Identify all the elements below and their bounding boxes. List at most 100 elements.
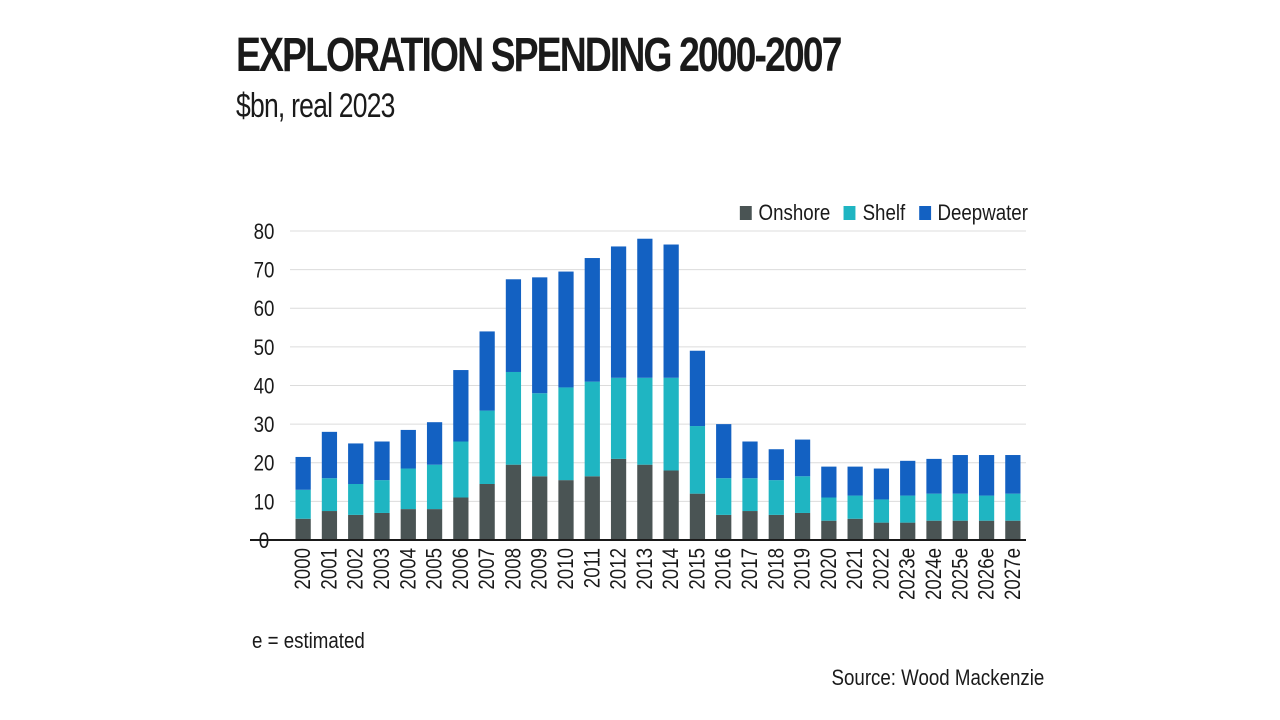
bar-shelf-2020 [821,497,837,521]
legend-label-onshore: Onshore [758,200,831,225]
chart-title: EXPLORATION SPENDING 2000-2007 [236,29,842,82]
bar-onshore-2019 [794,512,811,540]
x-tick-label: 2008 [502,548,526,590]
x-tick-label: 2002 [344,548,368,590]
bar-deepwater-2016 [716,424,732,479]
bar-shelf-2022 [873,499,890,523]
bar-onshore-2010 [558,480,574,540]
bar-shelf-2006 [453,441,469,498]
bar-deepwater-2022 [873,468,890,500]
bar-onshore-2005 [426,509,443,540]
bar-onshore-2021 [847,518,863,540]
bar-onshore-2015 [689,493,706,540]
legend-swatch-shelf [843,206,856,220]
x-tick-label: 2009 [528,548,552,590]
bar-deepwater-2021 [847,466,863,496]
x-tick-label: 2020 [818,548,842,590]
bar-deepwater-2013 [637,238,653,378]
bar-deepwater-2026e [978,455,995,496]
bar-onshore-2013 [637,464,653,540]
bar-deepwater-2002 [348,443,364,484]
bar-onshore-2011 [584,476,600,540]
bar-shelf-2017 [742,478,758,512]
bar-onshore-2008 [505,464,522,540]
x-tick-label: 2018 [765,548,789,590]
legend-item-onshore: Onshore [739,200,831,226]
y-tick-label: 50 [254,337,275,361]
bar-onshore-2027e [1005,520,1021,540]
x-tick-label: 2024e [923,548,947,600]
bar-deepwater-2010 [558,271,574,388]
bar-shelf-2005 [426,464,443,510]
x-tick-label: 2027e [1002,548,1026,600]
bar-deepwater-2011 [584,258,600,382]
bar-shelf-2009 [532,393,548,477]
bar-onshore-2016 [716,514,732,540]
y-tick-label: 40 [254,375,275,399]
bar-deepwater-2003 [374,441,390,481]
y-tick-label: 70 [254,259,275,283]
x-tick-label: 2000 [292,548,316,590]
bar-deepwater-2005 [426,422,443,465]
bar-shelf-2004 [400,468,416,510]
bar-onshore-2024e [926,520,942,540]
bar-deepwater-2018 [768,449,784,481]
x-tick-label: 2015 [686,548,710,590]
y-tick-label: 80 [254,221,275,245]
bar-deepwater-2012 [610,246,627,378]
y-tick-label: 20 [254,452,275,476]
x-tick-label: 2019 [791,548,815,590]
bar-shelf-2026e [978,495,995,521]
x-tick-label: 2013 [634,548,658,590]
bar-shelf-2015 [689,426,706,494]
bar-onshore-2001 [321,511,338,540]
bar-deepwater-2019 [794,439,811,477]
legend-label-shelf: Shelf [862,200,906,225]
bar-onshore-2006 [453,497,469,540]
bar-shelf-2002 [348,483,364,515]
bar-deepwater-2014 [663,244,679,378]
source-note: Source: Wood Mackenzie [831,665,1044,690]
x-tick-label: 2003 [371,548,395,590]
x-tick-label: 2026e [975,548,999,600]
bar-shelf-2001 [321,478,338,512]
bar-onshore-2003 [374,512,390,540]
bar-shelf-2023e [900,495,916,523]
bar-deepwater-2027e [1005,455,1021,494]
chart-subtitle: $bn, real 2023 [236,87,395,125]
bar-onshore-2018 [768,514,784,540]
x-tick-label: 2007 [476,548,500,590]
x-tick-label: 2010 [555,548,579,590]
chart-legend: Onshore Shelf Deepwater [739,200,1028,226]
bar-onshore-2009 [532,476,548,540]
x-tick-label: 2014 [660,548,684,590]
x-tick-label: 2011 [581,548,605,588]
bar-deepwater-2023e [900,460,916,496]
bar-deepwater-2020 [821,466,837,498]
x-tick-label: 2023e [896,548,920,600]
bar-shelf-2018 [768,480,784,515]
bar-shelf-2010 [558,387,574,481]
bar-shelf-2024e [926,493,942,521]
legend-item-shelf: Shelf [843,200,906,226]
x-tick-label: 2012 [607,548,631,590]
bar-deepwater-2008 [505,279,522,372]
bar-shelf-2027e [1005,493,1021,521]
bar-deepwater-2015 [689,350,706,427]
bar-onshore-2012 [610,458,627,540]
legend-swatch-onshore [739,206,752,220]
x-tick-label: 2006 [450,548,474,590]
bar-onshore-2007 [479,483,495,540]
bar-onshore-2020 [821,520,837,540]
bar-shelf-2000 [295,489,311,519]
legend-swatch-deepwater [918,206,931,220]
y-tick-label: 10 [254,491,275,515]
bar-onshore-2004 [400,509,416,540]
x-tick-label: 2022 [870,548,894,590]
x-tick-label: 2004 [397,548,421,590]
bar-deepwater-2009 [532,277,548,394]
bar-deepwater-2017 [742,441,758,479]
bar-shelf-2011 [584,381,600,477]
bar-onshore-2000 [295,518,311,540]
